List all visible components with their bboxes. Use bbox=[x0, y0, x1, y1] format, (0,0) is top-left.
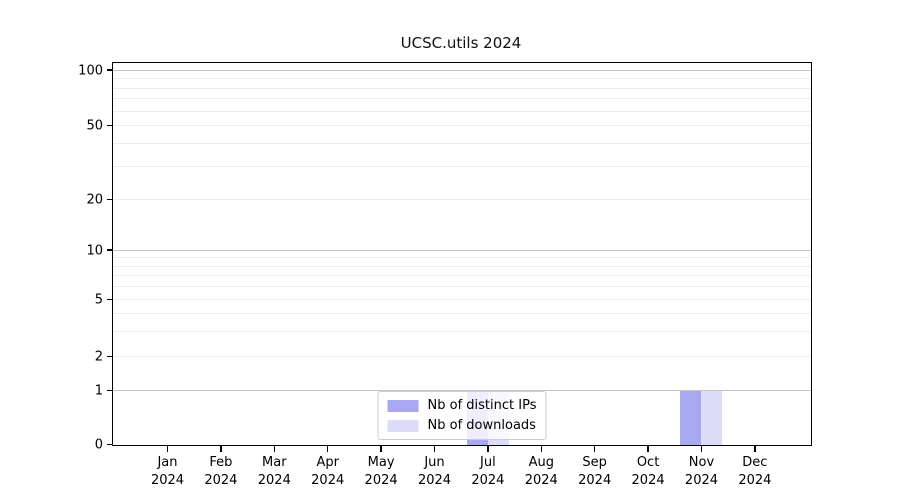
x-tick-label: Aug 2024 bbox=[525, 454, 558, 489]
x-tick-label-line: Mar bbox=[262, 455, 287, 470]
x-tick-label-line: Apr bbox=[316, 455, 339, 470]
y-tick-label: 100 bbox=[78, 63, 103, 79]
minor-gridline bbox=[113, 265, 811, 267]
x-tick-label: Mar 2024 bbox=[258, 454, 291, 489]
x-tick-label-line: 2024 bbox=[684, 472, 719, 488]
x-tick-label: Jan 2024 bbox=[151, 454, 184, 489]
x-tick-label: Oct 2024 bbox=[632, 454, 665, 489]
legend-label: Nb of downloads bbox=[427, 418, 536, 433]
y-tick-mark bbox=[107, 69, 113, 71]
major-gridline bbox=[113, 69, 811, 71]
x-tick-label-line: 2024 bbox=[578, 472, 612, 488]
y-tick-label: 10 bbox=[86, 243, 103, 259]
major-gridline bbox=[113, 390, 811, 391]
x-tick-label-line: 2024 bbox=[204, 472, 238, 488]
legend-item: Nb of distinct IPs bbox=[387, 398, 537, 413]
minor-gridline bbox=[113, 299, 811, 300]
x-tick-label-line: Aug bbox=[528, 455, 554, 470]
major-gridline bbox=[113, 249, 811, 251]
y-tick-mark bbox=[107, 249, 113, 251]
minor-gridline bbox=[113, 125, 811, 126]
x-tick-label-line: Oct bbox=[636, 455, 660, 470]
y-tick-label: 0 bbox=[94, 437, 103, 453]
x-tick-label-line: 2024 bbox=[738, 472, 772, 488]
x-tick-mark bbox=[754, 446, 756, 452]
y-tick-label: 50 bbox=[86, 118, 103, 134]
y-tick-mark bbox=[107, 355, 113, 357]
y-tick-label: 5 bbox=[94, 292, 103, 308]
x-tick-label-line: Nov bbox=[688, 455, 715, 470]
minor-gridline bbox=[113, 87, 811, 89]
x-tick-mark bbox=[326, 446, 329, 452]
x-tick-mark bbox=[647, 446, 649, 452]
legend-swatch bbox=[387, 399, 419, 412]
minor-gridline bbox=[113, 199, 811, 200]
y-tick-mark bbox=[107, 298, 113, 300]
y-tick-label: 2 bbox=[94, 349, 103, 365]
x-tick-mark bbox=[700, 446, 703, 452]
x-tick-label-line: Sep bbox=[582, 455, 607, 470]
x-tick-label-line: 2024 bbox=[311, 472, 345, 488]
x-tick-label-line: Dec bbox=[742, 455, 768, 470]
y-tick-label: 1 bbox=[94, 383, 103, 399]
x-tick-mark bbox=[273, 446, 276, 452]
x-tick-label-line: Feb bbox=[209, 455, 233, 470]
bar-nb-of-downloads-nov-2024 bbox=[701, 391, 723, 445]
y-tick-mark bbox=[107, 198, 113, 200]
x-tick-label: Nov 2024 bbox=[685, 454, 718, 489]
x-tick-mark bbox=[166, 446, 169, 452]
x-tick-label-line: 2024 bbox=[150, 472, 185, 488]
x-tick-mark bbox=[540, 446, 543, 452]
x-tick-mark bbox=[380, 446, 382, 452]
x-tick-label: Feb 2024 bbox=[204, 454, 237, 489]
x-tick-label-line: 2024 bbox=[364, 472, 398, 488]
x-tick-label-line: Jan bbox=[157, 455, 178, 470]
chart-title: UCSC.utils 2024 bbox=[400, 34, 522, 52]
plot-area: 0 1 2 5 10 20 50 100 Jan 2024 Feb 2024 Mar 2024 Apr 202… bbox=[78, 62, 812, 488]
legend: Nb of distinct IPs Nb of downloads bbox=[377, 391, 547, 440]
x-tick-mark bbox=[220, 446, 222, 452]
minor-gridline bbox=[113, 257, 811, 259]
minor-gridline bbox=[113, 166, 811, 168]
y-tick-label: 20 bbox=[86, 192, 103, 208]
x-tick-mark bbox=[487, 446, 489, 452]
minor-gridline bbox=[113, 275, 811, 277]
x-tick-label: Apr 2024 bbox=[311, 454, 344, 489]
legend-swatch bbox=[387, 419, 419, 432]
x-tick-label-line: 2024 bbox=[631, 472, 665, 488]
x-tick-label-line: Jul bbox=[480, 455, 496, 470]
x-tick-mark bbox=[433, 446, 436, 452]
y-tick-mark bbox=[107, 443, 113, 445]
legend-item: Nb of downloads bbox=[387, 418, 537, 433]
x-tick-label-line: 2024 bbox=[257, 472, 291, 488]
x-tick-label-line: 2024 bbox=[471, 472, 505, 488]
minor-gridline bbox=[113, 143, 811, 145]
x-tick-label: Dec 2024 bbox=[738, 454, 771, 489]
minor-gridline bbox=[113, 312, 811, 314]
x-tick-label: Sep 2024 bbox=[578, 454, 611, 489]
x-tick-label-line: 2024 bbox=[524, 472, 558, 488]
x-tick-label-line: 2024 bbox=[417, 472, 452, 488]
x-tick-mark bbox=[593, 446, 596, 452]
y-tick-mark bbox=[107, 124, 113, 126]
x-tick-label: Jul 2024 bbox=[471, 454, 504, 489]
x-tick-label-line: May bbox=[367, 455, 395, 470]
minor-gridline bbox=[113, 110, 811, 112]
minor-gridline bbox=[113, 356, 811, 357]
x-tick-label: Jun 2024 bbox=[418, 454, 451, 489]
x-tick-label-line: Jun bbox=[424, 455, 445, 470]
legend-label: Nb of distinct IPs bbox=[427, 398, 537, 413]
y-tick-mark bbox=[107, 389, 113, 391]
minor-gridline bbox=[113, 78, 811, 80]
bar-nb-of-distinct-ips-nov-2024 bbox=[680, 391, 702, 445]
x-tick-label: May 2024 bbox=[365, 454, 398, 489]
minor-gridline bbox=[113, 286, 811, 288]
minor-gridline bbox=[113, 330, 811, 332]
minor-gridline bbox=[113, 98, 811, 100]
